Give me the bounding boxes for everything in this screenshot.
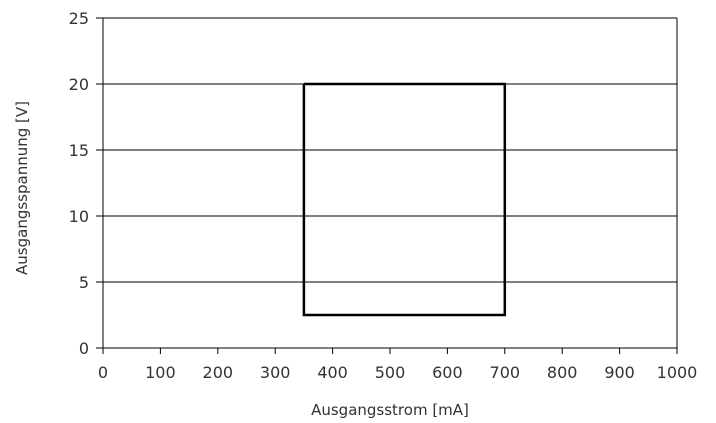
- grid: [103, 17, 677, 283]
- x-tick-label-800: 800: [547, 363, 578, 382]
- x-tick-label-400: 400: [317, 363, 348, 382]
- y-axis-label: Ausgangsspannung [V]: [13, 101, 31, 275]
- y-tick-label-20: 20: [69, 75, 89, 94]
- x-tick-label-200: 200: [203, 363, 234, 382]
- series-line-0: [302, 82, 507, 317]
- ticks: 0 5 10 15 20 25 0 100 200 300 400 500 600 700 800 900 10…: [69, 9, 698, 382]
- y-tick-label-15: 15: [69, 141, 89, 160]
- axes: [102, 18, 678, 349]
- x-tick-label-100: 100: [145, 363, 176, 382]
- x-tick-label-600: 600: [432, 363, 463, 382]
- y-tick-label-0: 0: [79, 339, 89, 358]
- x-tick-label-0: 0: [98, 363, 108, 382]
- series: [302, 82, 507, 317]
- x-tick-label-1000: 1000: [657, 363, 698, 382]
- y-tick-label-5: 5: [79, 273, 89, 292]
- x-tick-label-700: 700: [490, 363, 521, 382]
- x-axis-label: Ausgangsstrom [mA]: [311, 401, 469, 419]
- y-tick-label-10: 10: [69, 207, 89, 226]
- x-tick-label-900: 900: [604, 363, 635, 382]
- y-tick-label-25: 25: [69, 9, 89, 28]
- x-tick-label-500: 500: [375, 363, 406, 382]
- x-tick-label-300: 300: [260, 363, 291, 382]
